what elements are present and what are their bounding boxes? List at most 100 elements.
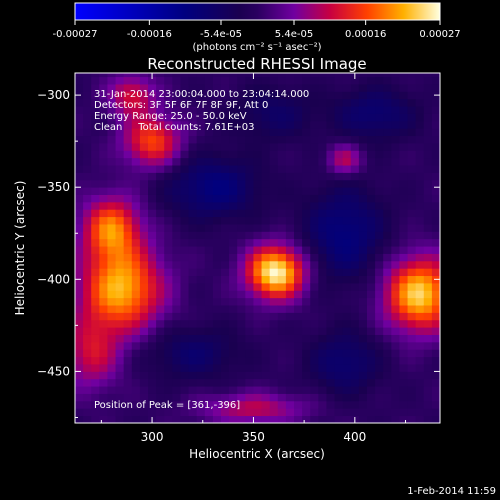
heatmap-cell — [334, 283, 344, 291]
heatmap-cell — [302, 84, 311, 92]
heatmap-cell — [391, 327, 400, 335]
heatmap-cell — [358, 106, 368, 114]
heatmap-cell — [164, 275, 173, 284]
heatmap-cell — [188, 364, 198, 372]
heatmap-cell — [237, 216, 246, 225]
heatmap-cell — [407, 393, 417, 402]
heatmap-cell — [326, 364, 335, 372]
heatmap-cell — [277, 73, 287, 78]
heatmap-cell — [375, 268, 384, 277]
heatmap-cell — [261, 386, 271, 394]
heatmap-cell — [285, 341, 295, 350]
heatmap-cell — [302, 312, 311, 321]
heatmap-cell — [253, 113, 262, 122]
heatmap-cell — [399, 378, 408, 387]
heatmap-cell — [164, 334, 173, 343]
heatmap-cell — [131, 128, 141, 137]
heatmap-cell — [253, 98, 262, 107]
heatmap-cell — [139, 238, 149, 247]
heatmap-cell — [229, 408, 238, 417]
heatmap-cell — [139, 386, 149, 394]
heatmap-cell — [245, 246, 254, 254]
heatmap-cell — [367, 98, 376, 107]
heatmap-cell — [164, 194, 173, 203]
heatmap-cell — [399, 157, 408, 166]
heatmap-cell — [83, 172, 92, 181]
heatmap-cell — [172, 224, 181, 232]
heatmap-cell — [83, 297, 92, 306]
heatmap-cell — [172, 415, 181, 423]
heatmap-cell — [91, 106, 100, 114]
heatmap-cell — [277, 172, 287, 181]
heatmap-cell — [358, 253, 368, 262]
heatmap-cell — [237, 201, 246, 210]
heatmap-cell — [75, 194, 84, 203]
heatmap-cell — [123, 356, 133, 365]
heatmap-cell — [391, 150, 400, 159]
heatmap-cell — [350, 150, 360, 159]
heatmap-cell — [342, 319, 352, 328]
heatmap-cell — [156, 106, 165, 114]
heatmap-cell — [261, 106, 271, 114]
heatmap-cell — [83, 378, 92, 387]
heatmap-cell — [383, 143, 392, 151]
heatmap-cell — [164, 238, 173, 247]
heatmap-cell — [294, 231, 303, 240]
heatmap-cell — [139, 327, 149, 335]
heatmap-cell — [99, 157, 108, 166]
heatmap-cell — [261, 238, 271, 247]
heatmap-cell — [350, 128, 360, 137]
heatmap-cell — [237, 120, 246, 129]
heatmap-cell — [269, 238, 279, 247]
heatmap-cell — [407, 356, 417, 365]
heatmap-cell — [148, 341, 157, 350]
heatmap-cell — [245, 120, 254, 129]
colorbar-units-label: (photons cm⁻² s⁻¹ asec⁻²) — [192, 42, 321, 53]
heatmap-cell — [285, 98, 295, 107]
heatmap-cell — [375, 128, 384, 137]
heatmap-cell — [99, 386, 108, 394]
heatmap-cell — [164, 305, 173, 313]
heatmap-cell — [204, 165, 214, 173]
heatmap-cell — [277, 91, 287, 100]
heatmap-cell — [326, 209, 335, 218]
heatmap-cell — [269, 408, 279, 417]
heatmap-cell — [139, 260, 149, 269]
heatmap-cell — [148, 297, 157, 306]
heatmap-cell — [180, 216, 189, 225]
heatmap-cell — [204, 327, 214, 335]
heatmap-cell — [204, 128, 214, 137]
heatmap-cell — [237, 76, 246, 85]
heatmap-cell — [261, 179, 271, 188]
heatmap-cell — [75, 268, 84, 277]
heatmap-cell — [277, 312, 287, 321]
heatmap-cell — [399, 312, 408, 321]
heatmap-cell — [156, 312, 165, 321]
heatmap-cell — [391, 364, 400, 372]
heatmap-cell — [261, 341, 271, 350]
heatmap-cell — [415, 297, 425, 306]
heatmap-cell — [358, 194, 368, 203]
heatmap-cell — [229, 297, 238, 306]
heatmap-cell — [391, 201, 400, 210]
heatmap-cell — [123, 172, 133, 181]
heatmap-cell — [188, 349, 198, 358]
heatmap-cell — [391, 91, 400, 100]
heatmap-cell — [131, 364, 141, 372]
heatmap-cell — [326, 172, 335, 181]
heatmap-cell — [139, 268, 149, 277]
heatmap-cell — [342, 297, 352, 306]
heatmap-cell — [342, 98, 352, 107]
heatmap-cell — [212, 393, 222, 402]
heatmap-cell — [196, 120, 206, 129]
heatmap-cell — [221, 179, 230, 188]
heatmap-cell — [107, 194, 116, 203]
heatmap-cell — [294, 415, 303, 423]
heatmap-cell — [180, 268, 189, 277]
heatmap-cell — [253, 400, 262, 409]
heatmap-cell — [91, 364, 100, 372]
heatmap-cell — [99, 143, 108, 151]
heatmap-cell — [277, 143, 287, 151]
heatmap-cell — [91, 415, 100, 423]
heatmap-cell — [277, 209, 287, 218]
